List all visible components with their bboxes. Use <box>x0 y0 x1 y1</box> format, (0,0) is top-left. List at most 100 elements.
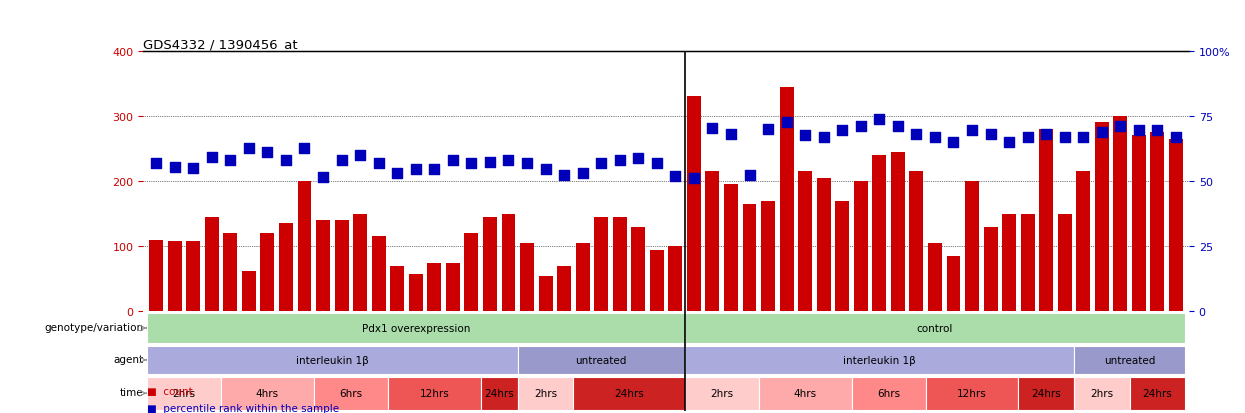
Bar <box>928 243 942 312</box>
Bar <box>1058 214 1072 312</box>
Text: interleukin 1β: interleukin 1β <box>296 355 369 365</box>
Text: genotype/variation: genotype/variation <box>45 323 143 332</box>
Bar <box>798 172 812 312</box>
Point <box>591 160 611 167</box>
Text: GDS4332 / 1390456_at: GDS4332 / 1390456_at <box>143 38 298 50</box>
Point <box>276 157 296 164</box>
Bar <box>502 214 515 312</box>
Text: 2hrs: 2hrs <box>172 388 195 398</box>
Point <box>369 160 388 167</box>
Bar <box>1002 214 1016 312</box>
Bar <box>873 156 886 312</box>
Text: control: control <box>916 323 954 333</box>
Bar <box>260 234 274 312</box>
Point <box>164 164 184 171</box>
Bar <box>372 237 386 312</box>
Bar <box>779 88 793 312</box>
Point <box>220 157 240 164</box>
Text: 12hrs: 12hrs <box>420 388 449 398</box>
Text: 24hrs: 24hrs <box>614 388 644 398</box>
Point <box>962 128 982 134</box>
Point <box>295 146 315 152</box>
Bar <box>1018 377 1074 410</box>
Text: 2hrs: 2hrs <box>534 388 557 398</box>
Point <box>462 160 482 167</box>
Bar <box>758 377 852 410</box>
Point <box>944 139 964 146</box>
Bar <box>539 276 553 312</box>
Point <box>1000 139 1020 146</box>
Bar <box>427 263 441 312</box>
Text: interleukin 1β: interleukin 1β <box>843 355 915 365</box>
Bar <box>1074 346 1185 374</box>
Bar <box>205 217 219 312</box>
Bar <box>835 201 849 312</box>
Text: 24hrs: 24hrs <box>1031 388 1061 398</box>
Point <box>1036 131 1056 138</box>
Point <box>387 171 407 177</box>
Text: 2hrs: 2hrs <box>710 388 733 398</box>
Point <box>312 174 332 180</box>
Bar <box>909 172 924 312</box>
Point <box>517 160 537 167</box>
Bar <box>408 275 423 312</box>
Bar <box>984 227 997 312</box>
Point <box>1167 134 1186 141</box>
Text: 4hrs: 4hrs <box>256 388 279 398</box>
Bar <box>685 346 1074 374</box>
Point <box>850 123 870 130</box>
Point <box>443 157 463 164</box>
Bar <box>891 152 905 312</box>
Bar <box>1074 377 1129 410</box>
Point <box>481 159 500 166</box>
Point <box>350 152 370 159</box>
Bar <box>187 242 200 312</box>
Bar <box>390 266 405 312</box>
Bar <box>742 204 757 312</box>
Bar <box>685 377 758 410</box>
Bar <box>575 243 590 312</box>
Bar <box>1077 172 1091 312</box>
Bar <box>147 377 222 410</box>
Bar <box>926 377 1018 410</box>
Bar <box>1094 123 1109 312</box>
Bar <box>685 313 1185 344</box>
Point <box>702 125 722 132</box>
Bar <box>335 221 349 312</box>
Point <box>258 149 278 156</box>
Bar <box>1169 139 1183 312</box>
Point <box>1129 128 1149 134</box>
Text: Pdx1 overexpression: Pdx1 overexpression <box>361 323 469 333</box>
Bar <box>518 346 685 374</box>
Text: 6hrs: 6hrs <box>340 388 362 398</box>
Bar <box>687 97 701 312</box>
Text: time: time <box>120 387 143 397</box>
Point <box>869 116 889 123</box>
Bar <box>965 182 979 312</box>
Point <box>906 131 926 138</box>
Bar <box>147 313 685 344</box>
Bar <box>817 178 830 312</box>
Bar <box>298 182 311 312</box>
Text: 6hrs: 6hrs <box>876 388 900 398</box>
Bar <box>354 214 367 312</box>
Bar <box>481 377 518 410</box>
Point <box>740 172 759 178</box>
Point <box>183 165 203 172</box>
Bar <box>631 227 645 312</box>
Text: 12hrs: 12hrs <box>957 388 987 398</box>
Text: untreated: untreated <box>575 355 627 365</box>
Bar <box>1113 116 1127 312</box>
Point <box>406 166 426 173</box>
Point <box>535 166 555 173</box>
Text: untreated: untreated <box>1104 355 1155 365</box>
Bar <box>706 172 720 312</box>
Point <box>1148 128 1168 134</box>
Bar <box>1021 214 1035 312</box>
Bar <box>1132 136 1145 312</box>
Text: 4hrs: 4hrs <box>793 388 817 398</box>
Bar <box>594 217 608 312</box>
Bar <box>483 217 497 312</box>
Point <box>1017 134 1037 141</box>
Point <box>146 160 166 167</box>
